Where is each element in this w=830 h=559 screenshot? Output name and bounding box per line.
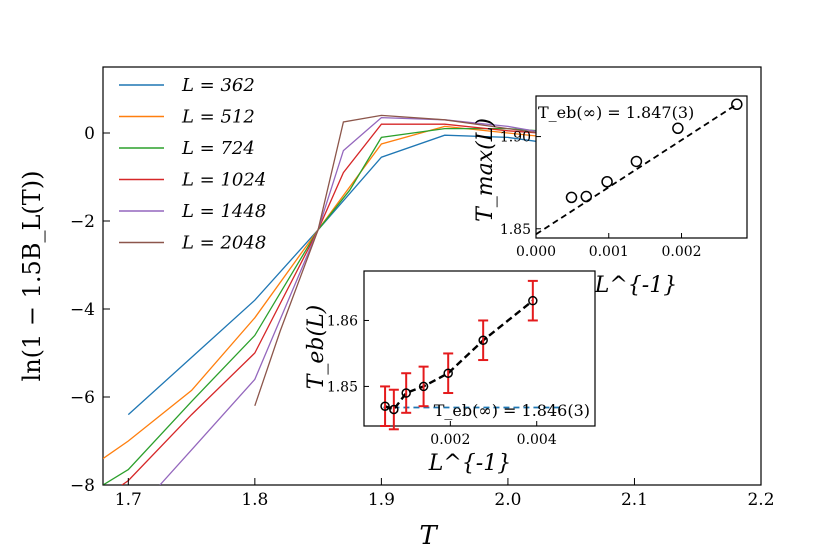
main-ytick-label-3: −2 — [70, 212, 95, 232]
main-xtick-label-5: 2.2 — [747, 490, 774, 510]
inset-bottom-ytick-label-1: 1.86 — [327, 313, 358, 329]
inset-bottom-annotation: T_eb(∞) = 1.846(3) — [434, 401, 590, 420]
main-ytick-label-0: −8 — [70, 476, 95, 496]
inset-top-xtick-label-2: 0.002 — [661, 244, 701, 260]
main-xtick-label-1: 1.8 — [241, 490, 268, 510]
inset-bottom-point-2 — [401, 388, 411, 398]
legend-label-0: L = 362 — [181, 75, 255, 96]
inset-top-ticks: 0.000 0.001 0.002 1.85 1.90 — [500, 130, 702, 260]
legend-label-2: L = 724 — [181, 138, 255, 159]
main-ticks-group: 1.7 1.8 1.9 2.0 2.1 2.2 −8 −6 −4 −2 0 — [70, 124, 775, 510]
inset-top-ytick-label-1: 1.90 — [500, 130, 531, 146]
inset-top-point-3 — [630, 155, 643, 168]
inset-bottom-point-6 — [528, 295, 538, 306]
inset-top-xlabel: L^{-1} — [594, 273, 677, 298]
main-plot-frame — [102, 66, 762, 486]
inset-top-point-0 — [565, 191, 578, 204]
series-line-2 — [103, 127, 572, 485]
inset-bottom-xlabel: L^{-1} — [428, 451, 511, 476]
inset-top-point-5 — [731, 98, 743, 111]
legend-label-4: L = 1448 — [181, 201, 266, 222]
main-xlabel: T — [419, 521, 438, 551]
inset-bottom-xtick-label-0: 0.002 — [430, 432, 470, 448]
inset-bottom-point-3 — [418, 381, 429, 392]
series-line-3 — [121, 123, 572, 485]
main-ylabel: ln(1 − 1.5B_L(T)) — [18, 171, 46, 382]
inset-bottom-xtick-label-1: 0.004 — [517, 432, 557, 448]
main-legend: L = 362 L = 512 L = 724 L = 1024 L = 1448 L =… — [119, 75, 266, 254]
inset-top-annotation: T_eb(∞) = 1.847(3) — [538, 103, 694, 122]
series-line-0 — [127, 134, 572, 416]
inset-top-point-2 — [601, 176, 613, 188]
inset-top-xtick-label-1: 0.001 — [589, 244, 629, 260]
inset-top-point-4 — [672, 122, 684, 135]
main-xtick-label-0: 1.7 — [115, 490, 142, 510]
inset-bottom-ylabel: T_eb(L) — [304, 305, 329, 390]
inset-bottom-point-0 — [380, 401, 390, 411]
inset-top-xtick-label-0: 0.000 — [516, 244, 556, 260]
main-ytick-label-1: −6 — [70, 388, 95, 408]
inset-bottom-ticks: 0.002 0.004 1.85 1.86 — [327, 313, 557, 448]
inset-bottom-plot: 0.002 0.004 1.85 1.86 T_eb(∞) = 1.846(3) T_… — [304, 270, 596, 476]
main-xtick-label-3: 2.0 — [494, 490, 521, 510]
inset-top-plot: 0.000 0.001 0.002 1.85 1.90 T_eb(∞) = 1.847(… — [473, 95, 748, 298]
legend-label-5: L = 2048 — [181, 233, 266, 254]
legend-label-1: L = 512 — [181, 107, 255, 128]
inset-top-point-1 — [580, 190, 593, 203]
inset-bottom-point-5 — [478, 335, 488, 346]
inset-bottom-content — [380, 279, 563, 431]
inset-bottom-point-4 — [443, 368, 453, 378]
main-series-group — [103, 114, 572, 485]
legend-label-3: L = 1024 — [181, 170, 266, 191]
inset-top-ylabel: T_max(L) — [473, 118, 498, 222]
inset-bottom-frame — [363, 270, 596, 427]
inset-top-ytick-label-0: 1.85 — [500, 222, 531, 238]
main-xtick-label-4: 2.1 — [621, 490, 648, 510]
inset-bottom-ytick-label-0: 1.85 — [327, 379, 358, 395]
main-plot: 1.7 1.8 1.9 2.0 2.1 2.2 −8 −6 −4 −2 0 T ln(1 − 1.5… — [18, 66, 775, 551]
main-ytick-label-2: −4 — [70, 300, 95, 320]
series-line-5 — [254, 114, 572, 407]
inset-top-content — [535, 98, 743, 236]
main-xtick-label-2: 1.9 — [368, 490, 395, 510]
inset-bottom-point-1 — [389, 404, 399, 415]
main-ytick-label-4: 0 — [84, 124, 95, 144]
series-line-4 — [159, 116, 572, 485]
